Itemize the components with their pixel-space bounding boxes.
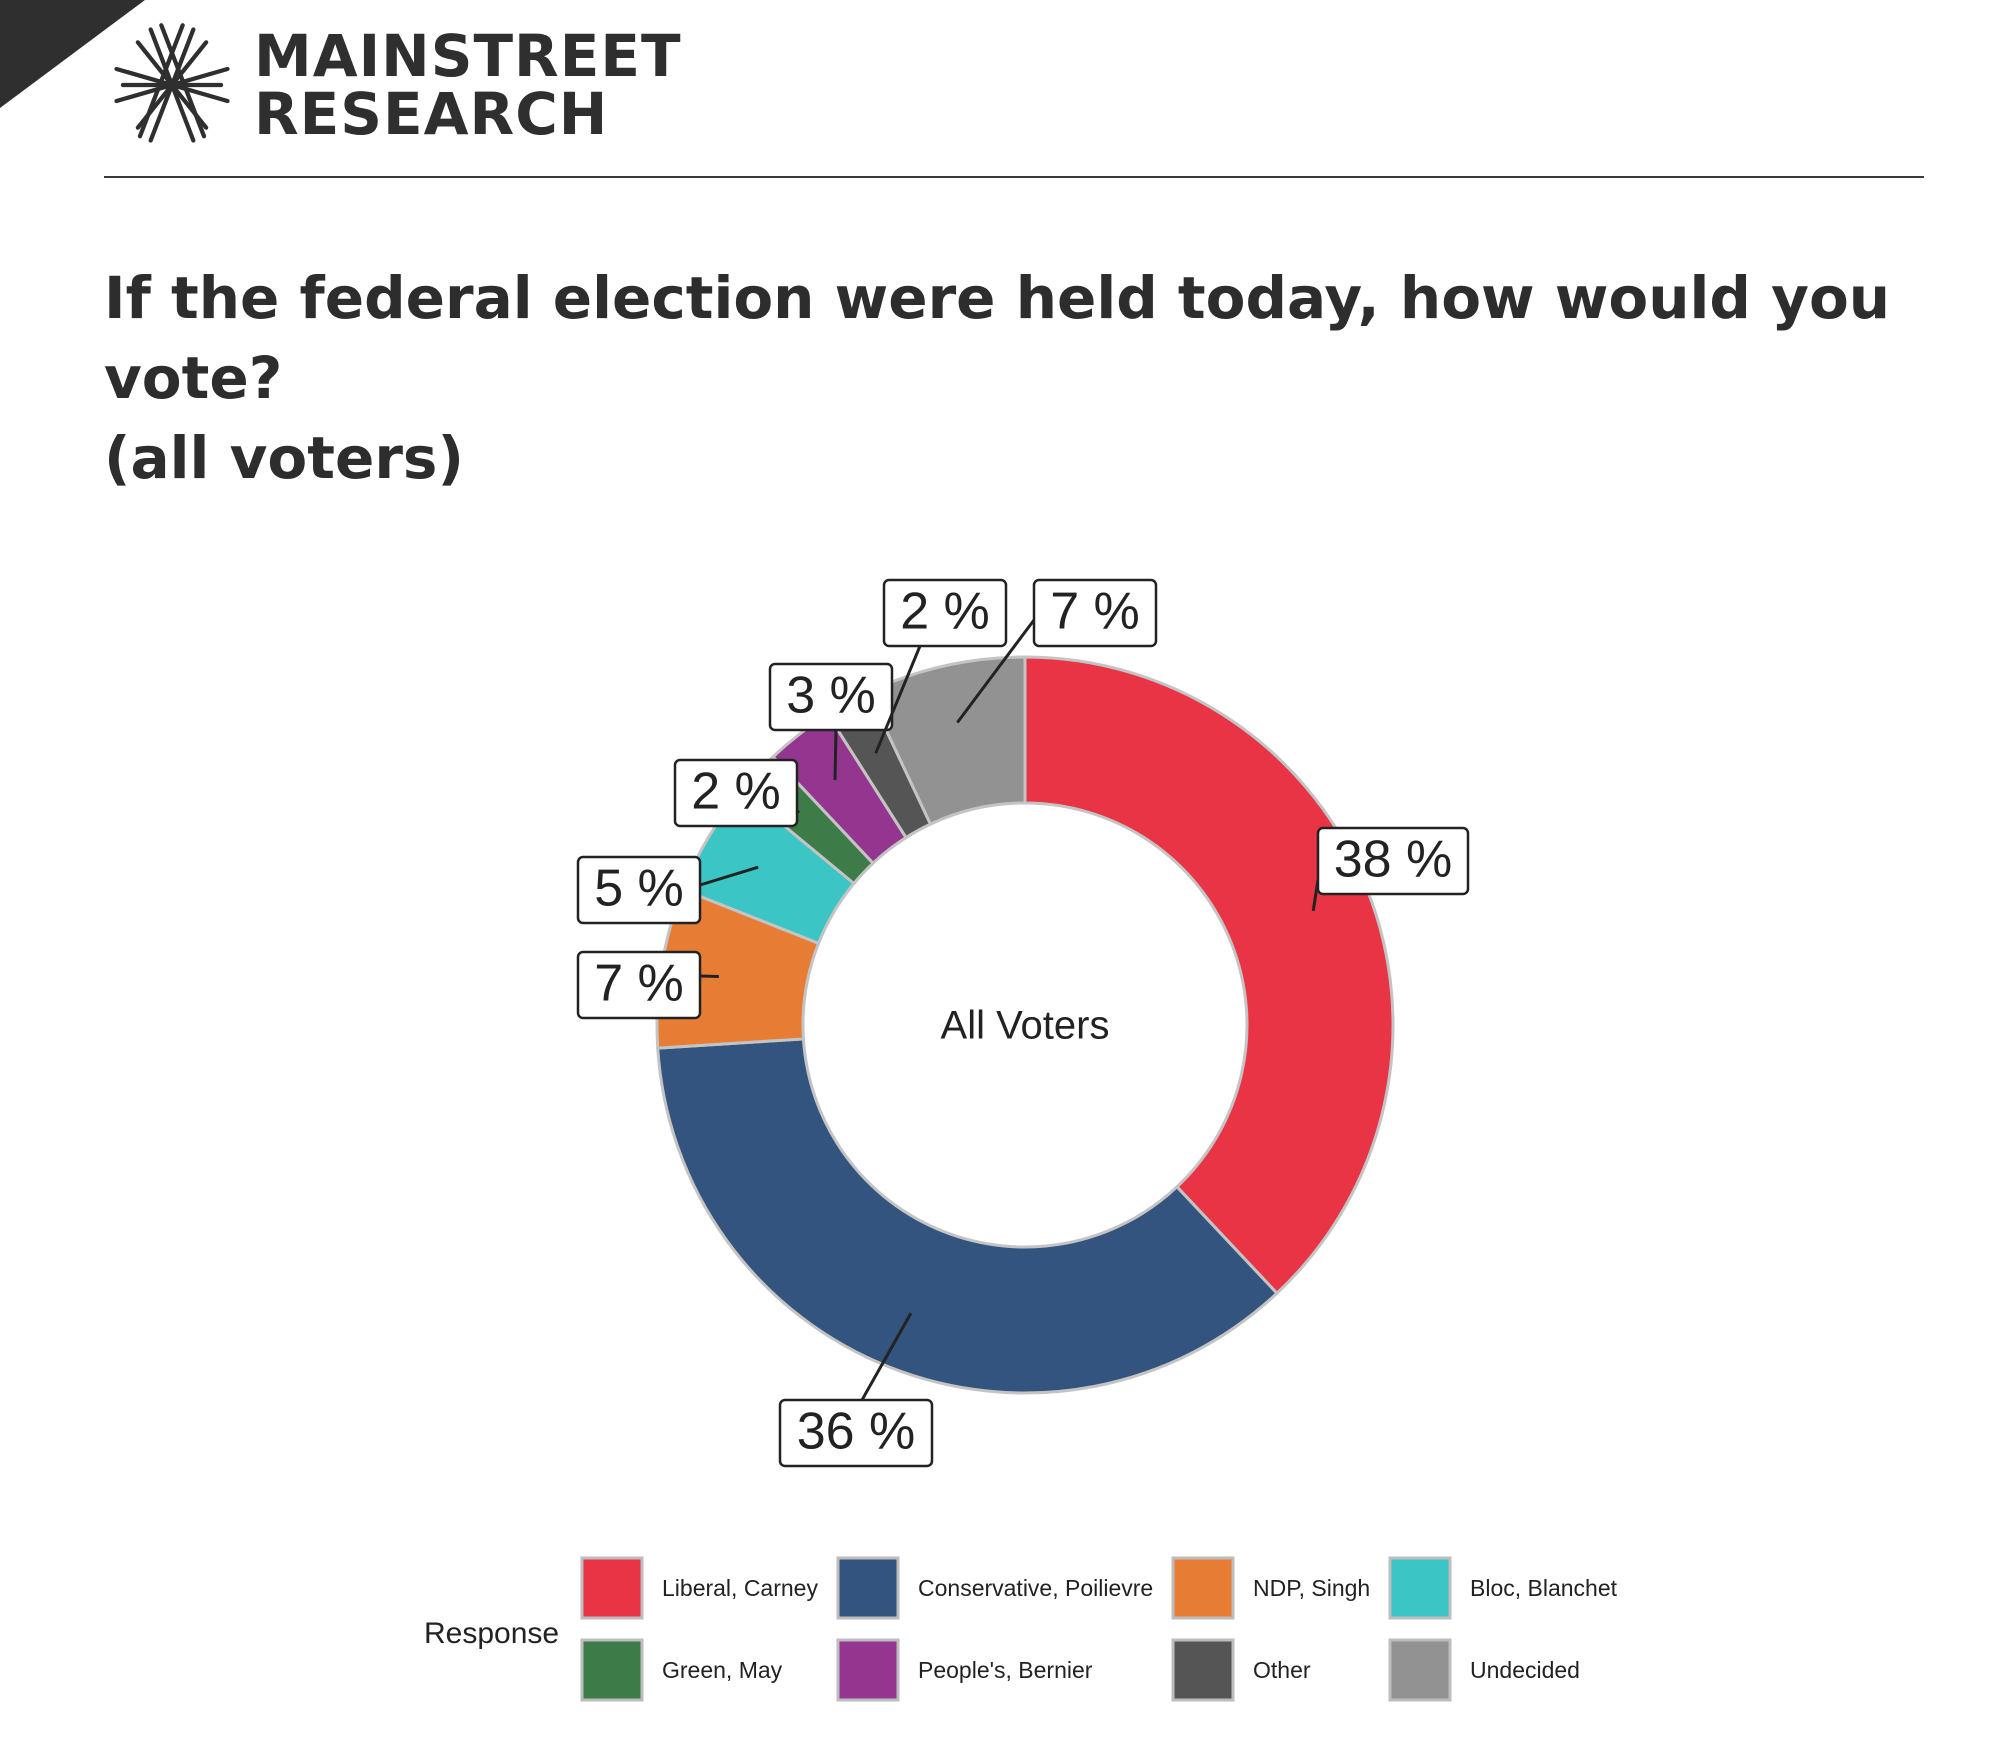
legend-swatch-1 <box>580 1556 644 1620</box>
donut-slice-2 <box>656 1037 1280 1395</box>
legend-label-2: Conservative, Poilievre <box>918 1575 1153 1601</box>
data-label-3: 7 % <box>594 955 684 1013</box>
data-label-6: 3 % <box>786 667 876 725</box>
header-divider <box>104 176 1924 178</box>
title-line-2: (all voters) <box>104 424 464 492</box>
legend-title: Response <box>424 1617 559 1650</box>
data-label-box-7 <box>882 578 1008 648</box>
data-label-5: 2 % <box>691 763 781 821</box>
legend-swatch-8 <box>1388 1638 1452 1702</box>
brand-line-1: MAINSTREET <box>254 22 682 90</box>
data-label-1: 38 % <box>1334 831 1453 889</box>
mainstreet-logo-icon <box>114 23 230 143</box>
leader-line-3 <box>699 974 719 979</box>
legend-label-7: Other <box>1253 1657 1311 1683</box>
legend-swatch-5 <box>580 1638 644 1702</box>
data-label-box-5 <box>673 758 799 828</box>
legend-label-1: Liberal, Carney <box>662 1575 818 1601</box>
center-label: All Voters <box>941 1004 1110 1048</box>
legend-label-3: NDP, Singh <box>1253 1575 1370 1601</box>
data-label-box-1 <box>1316 826 1470 896</box>
data-label-box-4 <box>576 855 702 925</box>
legend-swatch-3 <box>1171 1556 1235 1620</box>
data-label-8: 7 % <box>1050 583 1140 641</box>
leader-line-2 <box>860 1312 913 1401</box>
data-label-box-8 <box>1032 578 1158 648</box>
brand-logo: MAINSTREET RESEARCH <box>108 20 682 150</box>
legend-swatch-2 <box>836 1556 900 1620</box>
legend-label-6: People's, Bernier <box>918 1657 1093 1683</box>
legend-swatch-7 <box>1171 1638 1235 1702</box>
legend-label-4: Bloc, Blanchet <box>1470 1575 1618 1601</box>
data-label-2: 36 % <box>797 1403 916 1461</box>
leader-line-8 <box>956 619 1036 724</box>
donut-slice-1 <box>1023 655 1395 1296</box>
page-title: If the federal election were held today,… <box>104 258 1944 498</box>
leader-line-4 <box>699 865 759 887</box>
legend-label-5: Green, May <box>662 1657 783 1683</box>
data-label-4: 5 % <box>594 860 684 918</box>
data-label-box-3 <box>576 950 702 1020</box>
legend-swatch-4 <box>1388 1556 1452 1620</box>
donut-slice-8 <box>866 655 1027 827</box>
legend-swatch-6 <box>836 1638 900 1702</box>
data-label-box-6 <box>768 662 894 732</box>
legend-label-8: Undecided <box>1470 1657 1580 1683</box>
corner-mark <box>0 0 145 108</box>
data-label-7: 2 % <box>900 583 990 641</box>
leader-line-6 <box>833 729 838 781</box>
data-label-box-2 <box>778 1398 934 1468</box>
brand-line-2: RESEARCH <box>254 80 609 148</box>
title-line-1: If the federal election were held today,… <box>104 264 1891 412</box>
leader-line-7 <box>874 645 922 754</box>
